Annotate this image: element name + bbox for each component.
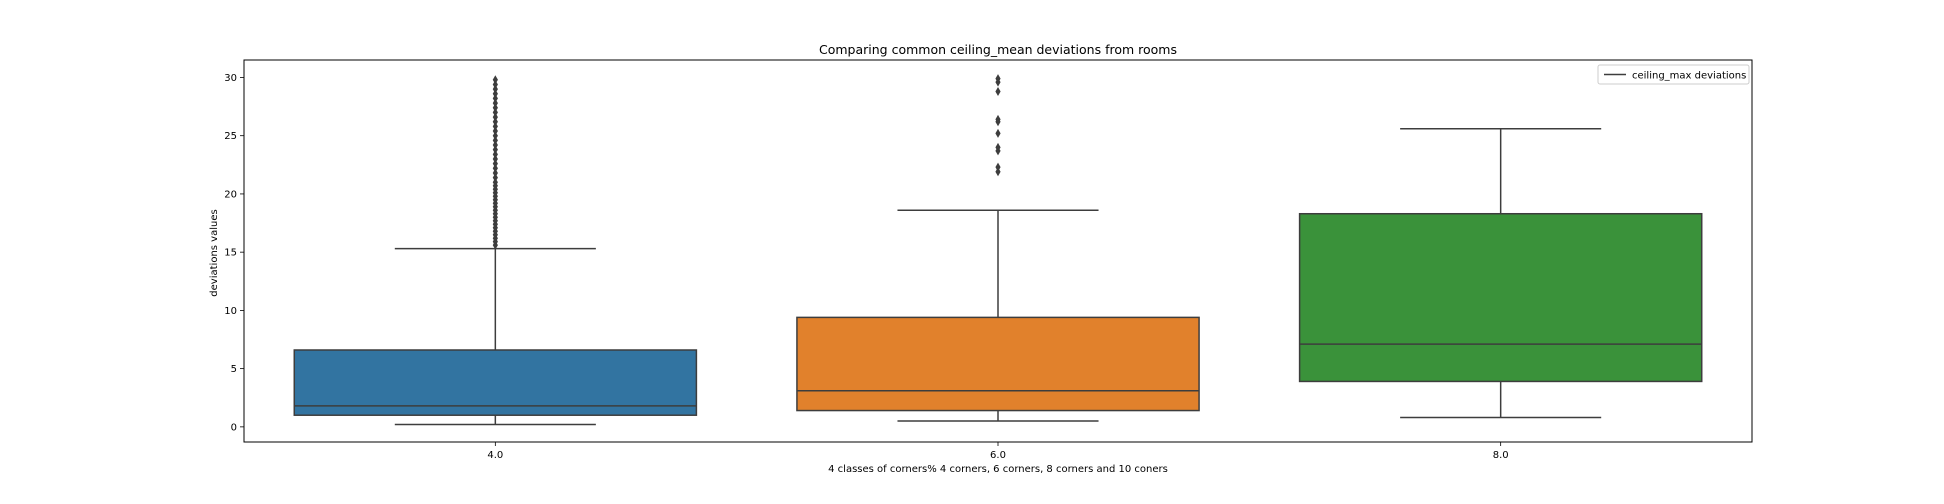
y-tick-label: 25 [224, 131, 237, 142]
x-axis: 4.0 6.0 8.0 [487, 442, 1509, 461]
x-tick-label: 6.0 [990, 450, 1006, 461]
legend-label: ceiling_max deviations [1632, 71, 1746, 82]
outlier-point [492, 98, 498, 108]
box-group-4.0 [293, 75, 698, 426]
chart-title: Comparing common ceiling_mean deviations… [819, 42, 1177, 57]
outlier-point [995, 86, 1001, 96]
outlier-point [492, 163, 498, 173]
outlier-point [492, 121, 498, 131]
y-tick-label: 30 [224, 73, 237, 84]
legend-frame [1597, 64, 1750, 85]
outlier-point [492, 145, 498, 155]
outlier-point [492, 135, 498, 145]
box-group-8.0 [1298, 127, 1703, 419]
outlier-point [995, 74, 1001, 84]
outlier-point [492, 131, 498, 141]
outlier-point [492, 177, 498, 187]
outlier-point [492, 107, 498, 117]
y-tick-label: 0 [231, 422, 237, 433]
outlier-point [492, 93, 498, 103]
x-tick-label: 8.0 [1493, 450, 1509, 461]
outlier-point [492, 149, 498, 159]
y-axis: 0 5 10 15 20 25 30 [224, 73, 244, 433]
outlier-point [492, 84, 498, 94]
outlier-point [492, 112, 498, 122]
box-4.0 [293, 349, 698, 416]
x-axis-label: 4 classes of corners% 4 corners, 6 corne… [828, 464, 1168, 475]
y-tick-label: 15 [224, 248, 237, 259]
outlier-point [492, 168, 498, 178]
outlier-point [995, 142, 1001, 152]
outlier-point [492, 89, 498, 99]
legend: ceiling_max deviations [1597, 64, 1750, 85]
outlier-point [492, 159, 498, 169]
box-group-6.0 [796, 74, 1200, 422]
outlier-point [995, 167, 1001, 177]
outlier-point [492, 103, 498, 113]
outlier-point [492, 117, 498, 127]
plot-area [243, 59, 1753, 443]
outlier-point [492, 126, 498, 136]
outlier-point [995, 162, 1001, 172]
outlier-point [995, 114, 1001, 124]
outlier-point [492, 79, 498, 89]
outlier-point [492, 140, 498, 150]
box-8.0 [1298, 212, 1703, 383]
box-6.0 [796, 316, 1200, 412]
y-tick-label: 10 [224, 306, 237, 317]
y-axis-label: deviations values [209, 209, 220, 296]
outlier-point [492, 75, 498, 85]
outlier-point [492, 154, 498, 164]
x-tick-label: 4.0 [487, 450, 503, 461]
outlier-point [995, 128, 1001, 138]
outlier-point [492, 173, 498, 183]
y-tick-label: 20 [224, 189, 237, 200]
y-tick-label: 5 [231, 364, 237, 375]
